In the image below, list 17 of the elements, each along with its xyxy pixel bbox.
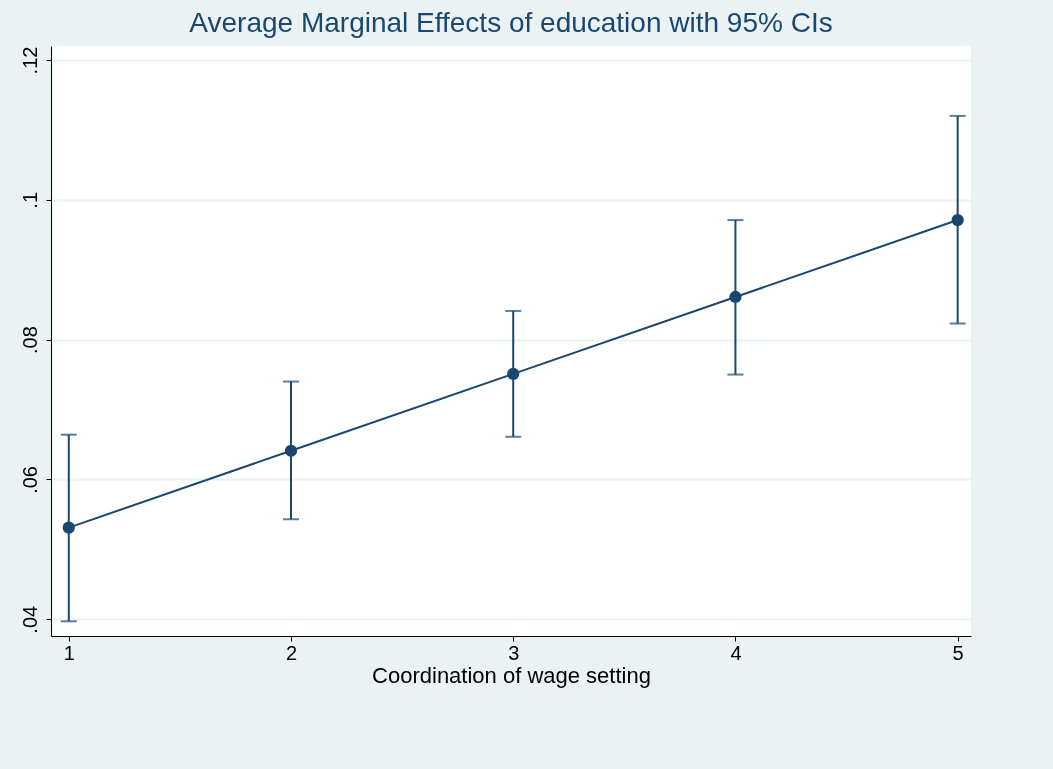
y-tick-label: .12 [18,46,41,75]
x-tick-label: 1 [63,641,75,664]
y-tick-label: .06 [18,466,41,494]
chart-title: Average Marginal Effects of education with 95% CIs [189,7,833,38]
point [951,213,964,227]
y-tick-label: .04 [18,605,41,634]
y-tick-label: .08 [18,326,41,355]
point [62,521,75,534]
x-tick-label: 2 [285,641,298,664]
x-tick-label: 3 [508,641,520,664]
y-tick-label: .1 [18,191,41,209]
x-axis-title: Coordination of wage setting [372,662,651,688]
x-tick-label: 5 [952,641,964,664]
point [284,444,298,457]
x-tick-label: 4 [730,641,742,664]
point [507,367,520,380]
point [729,290,742,304]
